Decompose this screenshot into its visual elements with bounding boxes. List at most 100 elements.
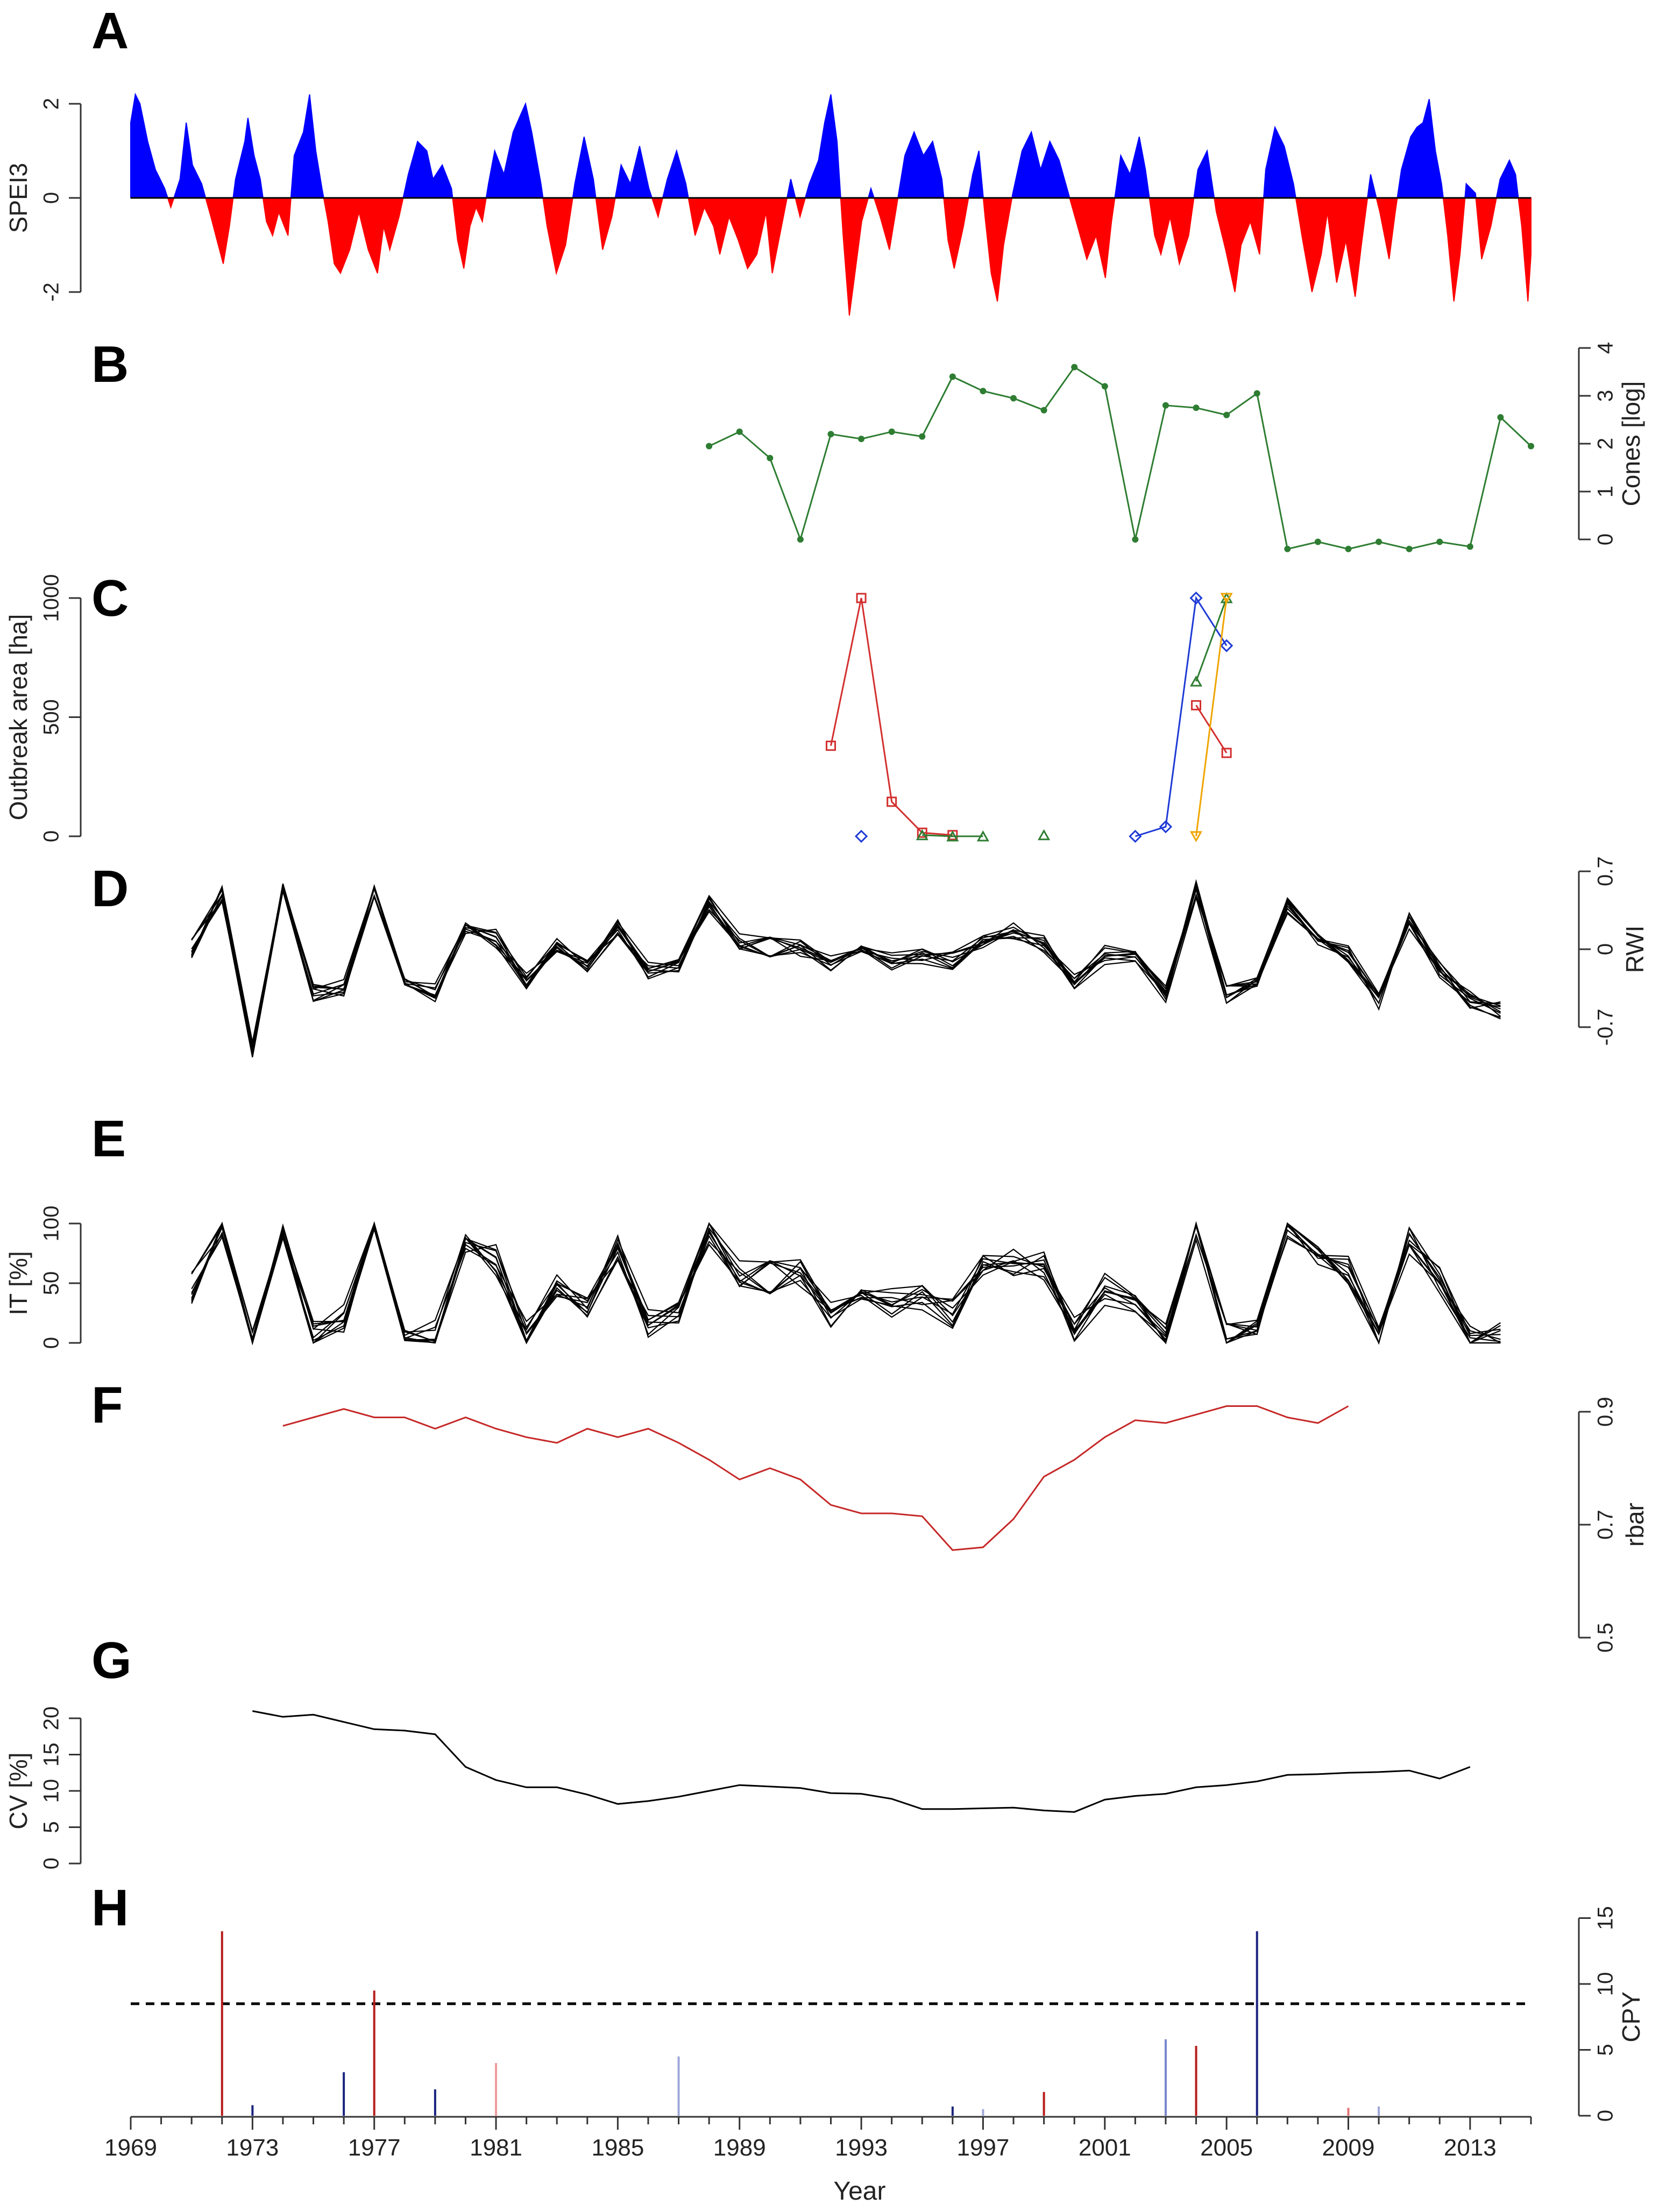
outbreak-y-tick-label: 1000 (40, 574, 63, 622)
outbreak-line-orange (1195, 598, 1228, 837)
outbreak-marker-green-2 (1038, 829, 1051, 841)
it-series-line (191, 1221, 1501, 1346)
outbreak-marker-red (917, 827, 927, 838)
cv-line (252, 1710, 1471, 1813)
outbreak-marker-blue-2 (1129, 829, 1142, 843)
outbreak-marker-red (887, 796, 897, 807)
panel-d: -0.7 0 0.7 RWI (191, 856, 1649, 1058)
outbreak-marker-blue-2 (1189, 591, 1203, 605)
outbreak-marker-blue (854, 829, 868, 843)
x-tick-label: 1997 (956, 2135, 1009, 2161)
cpy-y-tick-label: 0 (1594, 2110, 1618, 2122)
cv-y-tick-label: 0 (40, 1858, 63, 1869)
spei-y-tick-label: 0 (40, 192, 63, 204)
outbreak-line-green (922, 834, 983, 837)
outbreak-line-green-3 (1195, 598, 1228, 682)
x-tick-label: 1981 (470, 2135, 522, 2161)
cones-point (1162, 402, 1169, 409)
outbreak-marker-red (856, 593, 867, 603)
cones-point (888, 428, 895, 435)
it-y-tick-label: 0 (40, 1337, 63, 1349)
outbreak-marker-blue-2 (1159, 820, 1173, 834)
cones-point (980, 388, 987, 395)
it-y-tick-label: 100 (40, 1206, 63, 1242)
panel-f: 0.5 0.7 0.9 rbar (282, 1397, 1649, 1653)
cones-y-tick-label: 0 (1594, 534, 1618, 545)
x-tick-label: 1993 (835, 2135, 888, 2161)
panel-g: 0 5 10 15 20 CV [%] (4, 1706, 1471, 1869)
panel-letter-f: F (91, 1376, 123, 1434)
it-y-axis-label: IT [%] (4, 1251, 32, 1315)
cones-point (1528, 443, 1534, 450)
rwi-y-tick-label: 0 (1594, 943, 1618, 955)
panel-letter-g: G (91, 1632, 132, 1689)
outbreak-marker-green-3 (1189, 675, 1203, 687)
it-series-line (191, 1221, 1501, 1346)
rwi-series-line (191, 879, 1501, 1043)
panel-b: 0 1 2 3 4 Cones [log] (706, 342, 1645, 552)
x-tick-label: 2013 (1444, 2135, 1497, 2161)
x-tick-label: 2001 (1079, 2135, 1131, 2161)
outbreak-marker-green (916, 829, 928, 841)
outbreak-y-axis-label: Outbreak area [ha] (4, 614, 32, 821)
cones-point (1436, 538, 1443, 545)
x-tick-label: 1969 (104, 2135, 157, 2161)
rwi-series-line (191, 884, 1501, 1055)
cones-point (919, 433, 926, 440)
cones-point (1253, 390, 1260, 397)
cones-point (1466, 543, 1473, 550)
x-tick-label: 2009 (1322, 2135, 1375, 2161)
outbreak-marker-red (826, 741, 836, 751)
outbreak-line-blue-2 (1135, 595, 1228, 837)
cpy-y-tick-label: 5 (1594, 2044, 1618, 2055)
cv-y-tick-label: 10 (40, 1779, 63, 1803)
cones-y-tick-label: 2 (1594, 438, 1618, 450)
x-tick-label: 1989 (713, 2135, 766, 2161)
rwi-series-line (191, 885, 1501, 1056)
rwi-series-line (191, 891, 1501, 1058)
rbar-y-tick-label: 0.5 (1594, 1623, 1618, 1653)
x-tick-label: 2005 (1200, 2135, 1253, 2161)
cones-point (1101, 383, 1108, 390)
panel-e: 0 50 100 IT [%] (4, 1206, 1501, 1349)
cv-y-tick-label: 5 (40, 1821, 63, 1833)
cones-y-tick-label: 1 (1594, 486, 1618, 497)
panel-c: 0 500 1000 Outbreak area [ha] (4, 574, 1233, 843)
cones-point (1223, 411, 1230, 418)
cones-point (1040, 407, 1047, 414)
cv-y-tick-label: 15 (40, 1742, 63, 1767)
panel-letter-d: D (91, 860, 129, 917)
cones-y-tick-label: 4 (1594, 342, 1618, 354)
outbreak-marker-orange (1189, 831, 1203, 843)
cv-y-axis-label: CV [%] (4, 1752, 32, 1829)
cones-y-axis-label: Cones [log] (1617, 381, 1645, 507)
rwi-series-line (191, 884, 1501, 1047)
outbreak-marker-red-2 (1191, 700, 1202, 710)
cones-point (858, 436, 865, 443)
cones-point (1071, 364, 1078, 371)
cones-point (1132, 536, 1139, 543)
spei-positive-area (130, 93, 1531, 198)
cones-point (1376, 538, 1382, 545)
rwi-y-axis-label: RWI (1621, 926, 1649, 973)
cones-point (736, 428, 743, 435)
it-series-line (191, 1221, 1501, 1344)
it-y-tick-label: 50 (40, 1271, 63, 1296)
outbreak-marker-orange (1220, 593, 1233, 604)
panel-a: -2 0 2 SPEI3 (4, 93, 1532, 316)
spei-y-tick-label: 2 (40, 98, 63, 110)
rbar-y-tick-label: 0.7 (1594, 1510, 1618, 1540)
cpy-y-tick-label: 10 (1594, 1972, 1618, 1996)
x-tick-label: 1977 (348, 2135, 401, 2161)
panel-letter-b: B (91, 336, 129, 393)
outbreak-y-tick-label: 500 (40, 699, 63, 735)
cones-point (1497, 414, 1504, 421)
cones-line (708, 366, 1532, 550)
rwi-series-line (191, 886, 1501, 1048)
rwi-series-line (191, 885, 1501, 1048)
outbreak-line-red (830, 598, 953, 836)
cones-y-tick-label: 3 (1594, 390, 1618, 402)
x-tick-label: 1985 (591, 2135, 644, 2161)
outbreak-marker-green (946, 830, 959, 842)
